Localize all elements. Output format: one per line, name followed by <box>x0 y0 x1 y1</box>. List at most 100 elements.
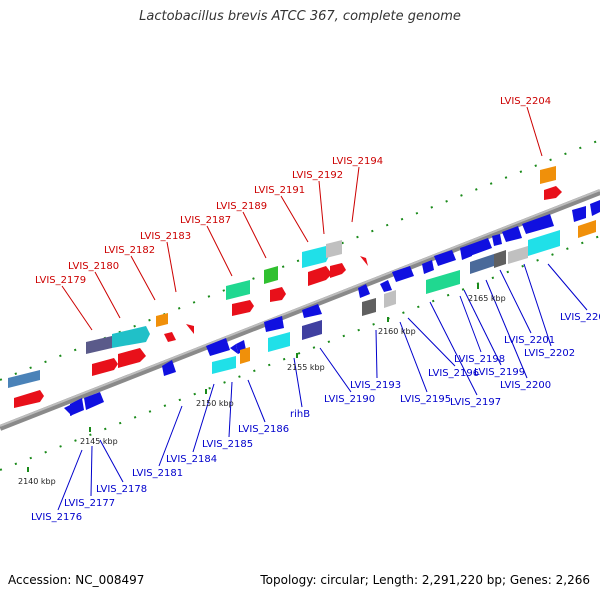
gene-box[interactable] <box>494 250 506 268</box>
gene-arrow-icon[interactable] <box>264 316 284 332</box>
gene-box[interactable] <box>508 246 528 264</box>
gene-arrow-icon[interactable] <box>380 280 392 292</box>
gene-arrow-icon[interactable] <box>302 246 330 268</box>
gene-arrow-icon[interactable] <box>14 390 44 408</box>
gene-box[interactable] <box>226 280 250 300</box>
gene-arrow-icon[interactable] <box>270 287 286 302</box>
gene-box[interactable] <box>264 266 278 284</box>
tick-label: 2165 kbp <box>468 294 506 303</box>
gene-box[interactable] <box>426 270 460 294</box>
label-leader-line <box>526 106 543 157</box>
gene-label[interactable]: LVIS_2183 <box>140 231 191 242</box>
gene-arrow-icon[interactable] <box>544 186 562 200</box>
gene-label[interactable]: LVIS_2200 <box>500 380 551 391</box>
gene-label[interactable]: LVIS_2204 <box>500 96 551 107</box>
gene-arrow-icon[interactable] <box>572 206 586 222</box>
label-leader-line <box>99 439 124 483</box>
gene-box[interactable] <box>156 313 168 327</box>
gene-arrow-icon[interactable] <box>466 238 492 256</box>
gene-arrow-icon[interactable] <box>492 234 502 246</box>
tick-label: 2155 kbp <box>287 363 325 372</box>
gene-arrow-icon[interactable] <box>360 256 368 266</box>
label-leader-line <box>459 295 482 353</box>
label-leader-line <box>90 445 93 497</box>
gene-box[interactable] <box>384 290 396 308</box>
gene-box[interactable] <box>326 240 342 258</box>
gene-box[interactable] <box>302 320 322 340</box>
label-leader-line <box>547 263 588 311</box>
gene-arrow-icon[interactable] <box>206 338 230 356</box>
gene-arrow-icon[interactable] <box>92 358 118 376</box>
label-leader-line <box>293 357 303 408</box>
gene-box[interactable] <box>86 336 112 354</box>
label-leader-line <box>242 211 267 259</box>
label-leader-line <box>57 449 83 511</box>
gene-arrow-icon[interactable] <box>84 392 104 410</box>
gene-box[interactable] <box>578 220 596 238</box>
gene-box[interactable] <box>540 166 556 184</box>
label-leader-line <box>158 405 183 467</box>
gene-labels: LVIS_2179 LVIS_2180 LVIS_2182 LVIS_2183 LVIS… <box>31 96 600 523</box>
gene-label[interactable]: LVIS_2189 <box>216 201 267 212</box>
label-leader-line <box>166 241 177 293</box>
gene-label[interactable]: LVIS_2194 <box>332 156 383 167</box>
gene-box[interactable] <box>528 230 560 256</box>
gene-label[interactable]: LVIS_2192 <box>292 170 343 181</box>
gene-label[interactable]: LVIS_2191 <box>254 185 305 196</box>
gene-label[interactable]: LVIS_2177 <box>64 498 115 509</box>
gene-box[interactable] <box>212 356 236 374</box>
gene-box[interactable] <box>8 370 40 388</box>
label-leader-line <box>375 329 378 379</box>
gene-label[interactable]: LVIS_2186 <box>238 424 289 435</box>
backbone-line <box>0 189 600 431</box>
gene-label[interactable]: LVIS_2185 <box>202 439 253 450</box>
gene-arrow-icon[interactable] <box>162 360 176 376</box>
gene-arrow-icon[interactable] <box>118 348 146 368</box>
gene-arrow-icon[interactable] <box>232 300 254 316</box>
gene-arrow-icon[interactable] <box>422 260 434 274</box>
gene-label[interactable]: LVIS_2201 <box>504 335 555 346</box>
gene-label[interactable]: LVIS_2197 <box>450 397 501 408</box>
gene-box[interactable] <box>470 254 494 274</box>
gene-box[interactable] <box>240 347 250 364</box>
gene-label[interactable]: rihB <box>290 409 310 420</box>
gene-label[interactable]: LVIS_2193 <box>350 380 401 391</box>
gene-label[interactable]: LVIS_2181 <box>132 468 183 479</box>
gene-label[interactable]: LVIS_2176 <box>31 512 82 523</box>
gene-arrow-icon[interactable] <box>434 250 456 266</box>
gene-arrow-icon[interactable] <box>392 266 414 282</box>
gene-label[interactable]: LVIS_2199 <box>474 367 525 378</box>
gene-label[interactable]: LVIS_2202 <box>524 348 575 359</box>
gene-arrow-icon[interactable] <box>358 284 370 298</box>
gene-label[interactable]: LVIS_2180 <box>68 261 119 272</box>
label-leader-line <box>318 180 325 235</box>
gene-label[interactable]: LVIS_2187 <box>180 215 231 226</box>
gene-label[interactable]: LVIS_2184 <box>166 454 217 465</box>
gene-box[interactable] <box>362 298 376 316</box>
gene-label[interactable]: LVIS_2178 <box>96 484 147 495</box>
genome-summary: Topology: circular; Length: 2,291,220 bp… <box>260 573 590 587</box>
label-leader-line <box>206 225 233 277</box>
gene-arrow-icon[interactable] <box>308 266 332 286</box>
gene-label[interactable]: LVIS_2198 <box>454 354 505 365</box>
gene-arrow-icon[interactable] <box>230 344 238 354</box>
gene-arrow-icon[interactable] <box>522 214 554 234</box>
tick-marks <box>27 284 479 472</box>
gene-arrow-icon[interactable] <box>112 326 150 348</box>
genome-backbone <box>0 189 600 431</box>
gene-label[interactable]: LVIS_2195 <box>400 394 451 405</box>
label-leader-line <box>247 379 266 423</box>
gene-arrow-icon[interactable] <box>302 304 322 318</box>
gene-label[interactable]: LVIS_2196 <box>428 368 479 379</box>
gene-label[interactable]: LVIS_2179 <box>35 275 86 286</box>
gene-label[interactable]: LVIS_2182 <box>104 245 155 256</box>
gene-arrow-icon[interactable] <box>186 324 194 334</box>
gene-arrow-icon[interactable] <box>330 263 346 278</box>
gene-label[interactable]: LVIS_2190 <box>324 394 375 405</box>
gene-label[interactable]: LVIS_2203 <box>560 312 600 323</box>
gene-arrow-icon[interactable] <box>70 398 84 416</box>
gene-arrow-icon[interactable] <box>502 226 522 242</box>
gene-arrow-icon[interactable] <box>590 200 600 216</box>
gene-arrow-icon[interactable] <box>164 332 176 342</box>
gene-box[interactable] <box>268 332 290 352</box>
